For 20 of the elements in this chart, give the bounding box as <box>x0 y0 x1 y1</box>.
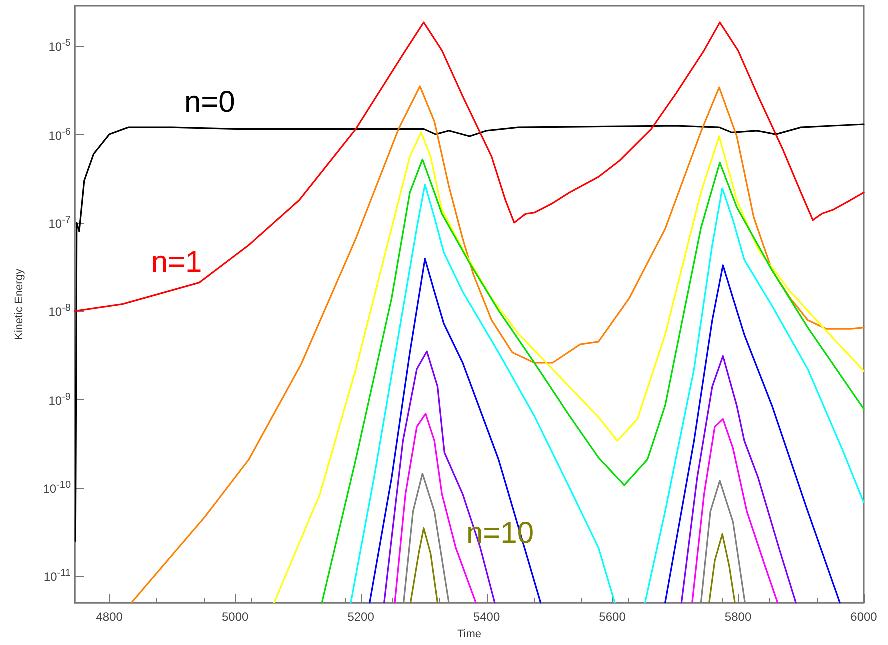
line-series <box>74 22 865 312</box>
y-tick-label: 10$^{-9}$ <box>48 392 71 408</box>
line-series <box>130 86 865 604</box>
x-tick-label: 5200 <box>348 610 375 624</box>
y-tick-label: 10$^{-6}$ <box>48 126 71 143</box>
y-tick-label: 10$^{-5}$ <box>48 38 71 54</box>
y-tick-label: 10$^{-11}$ <box>44 568 71 584</box>
y-axis-title: Kinetic Energy <box>14 268 26 340</box>
x-tick-label: 6000 <box>850 610 878 624</box>
x-tick-label: 5400 <box>473 610 500 624</box>
y-tick-label: 10$^{-7}$ <box>48 214 71 231</box>
y-tick-label: 10$^{-10}$ <box>43 480 71 496</box>
x-tick-label: 5800 <box>724 610 752 624</box>
x-tick-label: 5000 <box>222 610 249 624</box>
y-tick-label: 10$^{-8}$ <box>48 303 71 320</box>
series-label: n=0 <box>184 86 236 120</box>
series-label: n=1 <box>151 246 202 279</box>
x-axis-title: Time <box>457 628 482 640</box>
x-tick-label: 5600 <box>599 610 626 624</box>
x-tick-label: 4800 <box>96 610 124 624</box>
